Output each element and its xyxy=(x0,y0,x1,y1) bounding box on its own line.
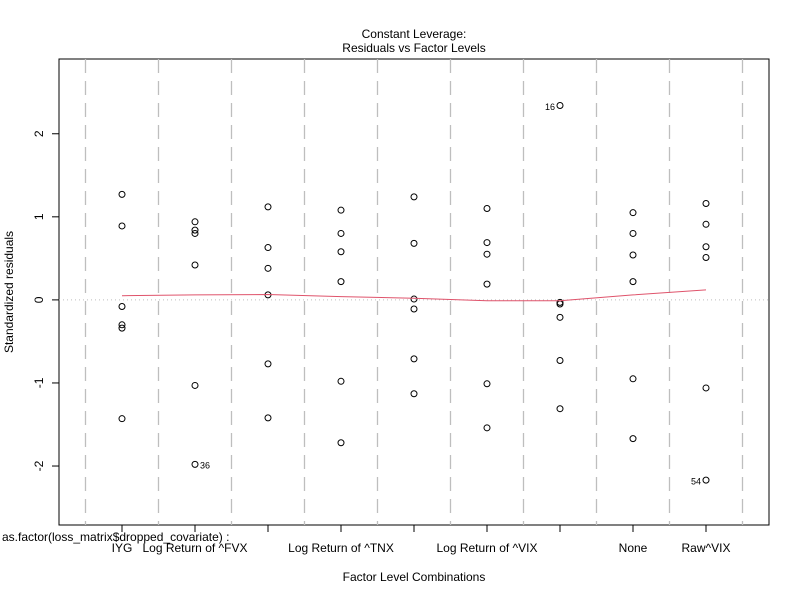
factor-label: as.factor(loss_matrix$dropped_covariate)… xyxy=(2,530,229,544)
residual-point xyxy=(483,239,491,247)
y-tick-label: -1 xyxy=(32,377,46,388)
residual-point xyxy=(629,229,637,237)
residual-point xyxy=(118,190,126,198)
residual-point xyxy=(629,435,637,443)
x-tick-label: Raw^VIX xyxy=(682,541,731,555)
point-label: 16 xyxy=(545,102,555,112)
residual-point xyxy=(118,303,126,311)
residual-point xyxy=(556,102,564,110)
residual-point xyxy=(410,239,418,247)
x-tick-label: None xyxy=(619,541,648,555)
residual-point xyxy=(337,377,345,385)
y-tick-label: -2 xyxy=(32,460,46,471)
residual-point xyxy=(337,278,345,286)
residual-point xyxy=(483,380,491,388)
smooth-line xyxy=(121,289,707,302)
point-label: 54 xyxy=(691,477,701,487)
residual-point xyxy=(629,209,637,217)
x-tick-label: IYG xyxy=(112,541,133,555)
residual-point xyxy=(337,248,345,256)
residual-point xyxy=(337,206,345,214)
residual-point xyxy=(556,405,564,413)
residual-point xyxy=(191,229,199,237)
residual-point xyxy=(410,305,418,313)
y-tick-label: 0 xyxy=(32,296,46,303)
residual-point xyxy=(118,321,126,329)
residual-point xyxy=(264,414,272,422)
residual-point xyxy=(191,226,199,234)
residual-point xyxy=(264,264,272,272)
residual-point xyxy=(556,313,564,321)
residual-point xyxy=(337,229,345,237)
residual-point xyxy=(702,200,710,208)
residual-point xyxy=(483,424,491,432)
residual-point xyxy=(629,251,637,259)
residual-point xyxy=(191,218,199,226)
residual-point xyxy=(483,250,491,258)
residual-point xyxy=(191,460,199,468)
residual-point xyxy=(702,243,710,251)
y-axis-label: Standardized residuals xyxy=(2,231,16,353)
chart-title: Constant Leverage: xyxy=(362,27,467,41)
y-tick-label: 2 xyxy=(32,130,46,137)
residual-point xyxy=(483,205,491,213)
point-label: 36 xyxy=(200,461,210,471)
residual-point xyxy=(629,375,637,383)
x-axis-label: Factor Level Combinations xyxy=(343,570,486,584)
y-tick-label: 1 xyxy=(32,213,46,220)
residual-point xyxy=(410,355,418,363)
residual-point xyxy=(702,384,710,392)
residual-point xyxy=(410,295,418,303)
residual-point xyxy=(118,415,126,423)
residual-point xyxy=(410,193,418,201)
residual-point xyxy=(264,244,272,252)
residual-point xyxy=(264,360,272,368)
residual-point xyxy=(118,324,126,332)
residual-point xyxy=(191,261,199,269)
residual-point xyxy=(410,390,418,398)
residual-point xyxy=(337,439,345,447)
residual-point xyxy=(702,220,710,228)
x-tick-label: Log Return of ^VIX xyxy=(436,541,537,555)
plot-frame xyxy=(58,58,770,526)
residual-point xyxy=(556,357,564,365)
residual-point xyxy=(191,381,199,389)
x-tick-label: Log Return of ^TNX xyxy=(288,541,394,555)
x-tick-label: Log Return of ^FVX xyxy=(142,541,247,555)
chart-subtitle: Residuals vs Factor Levels xyxy=(342,41,485,55)
residual-point xyxy=(702,254,710,262)
residual-point xyxy=(483,280,491,288)
residual-point xyxy=(118,222,126,230)
residual-point xyxy=(264,203,272,211)
residual-point xyxy=(629,278,637,286)
residual-point xyxy=(702,476,710,484)
